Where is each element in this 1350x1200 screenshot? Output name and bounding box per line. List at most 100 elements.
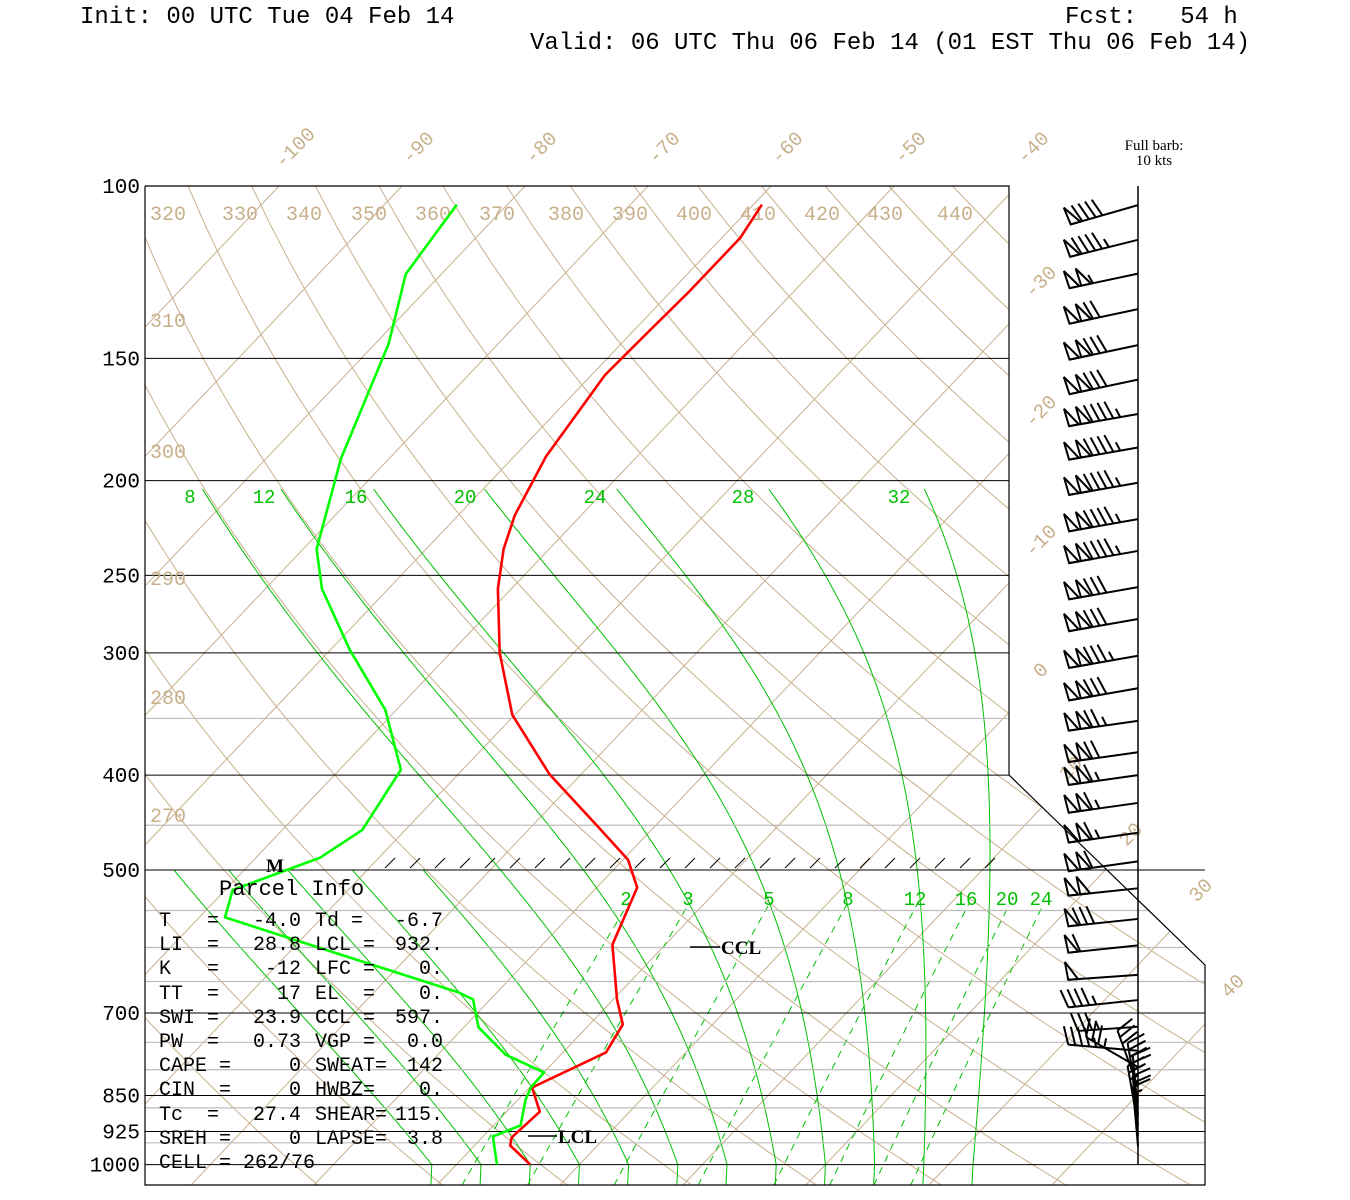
dry-adiabat-label: 360	[415, 204, 451, 227]
barb-pennant	[1074, 680, 1093, 700]
isotherm-line	[145, 186, 526, 1185]
wind-barb	[1063, 708, 1139, 732]
wind-barb	[1063, 961, 1139, 981]
barb-full	[1103, 506, 1115, 524]
dry-adiabat-label: 390	[612, 204, 648, 227]
barb-pennant	[1062, 376, 1082, 396]
wind-barb	[1063, 676, 1139, 702]
dry-adiabat-line	[314, 186, 1205, 1185]
dry-adiabat-line	[145, 186, 1067, 1185]
tropopause-hatch-mark	[709, 857, 721, 869]
parcel-info-row: CAPE = 0 SWEAT= 142	[159, 1055, 459, 1079]
temperature-trace	[496, 203, 763, 1166]
barb-full	[1083, 709, 1094, 728]
wind-barb	[1063, 538, 1139, 565]
parcel-value: 0.0	[406, 1031, 443, 1054]
barb-pennant	[1075, 765, 1093, 785]
mixing-ratio-line	[526, 902, 690, 1185]
dry-adiabat-label: 370	[479, 204, 515, 227]
tropopause-hatch-mark	[734, 857, 746, 869]
barb-pennant	[1074, 542, 1093, 563]
barb-full	[1089, 403, 1101, 422]
isotherm-label: -100	[271, 124, 321, 174]
barb-pennant	[1063, 613, 1081, 633]
parcel-label: HWBZ=	[315, 1079, 376, 1103]
barb-pennant	[1074, 611, 1093, 631]
barb-full	[1082, 609, 1094, 628]
barb-pennant	[1074, 439, 1093, 459]
dry-adiabat-label: 400	[676, 204, 712, 227]
mixing-ratio-label: 16	[955, 889, 978, 911]
moist-adiabat-line	[280, 488, 728, 1185]
barb-full	[1096, 471, 1108, 489]
barb-pennant	[1074, 267, 1094, 287]
barb-full	[1071, 933, 1082, 952]
tropopause-hatch-mark	[909, 857, 921, 869]
parcel-info-row: SWI = 23.9 CCL = 597.	[159, 1007, 459, 1031]
barb-full	[1083, 850, 1094, 869]
parcel-value: 28.8	[252, 934, 301, 958]
dry-adiabat-line	[145, 186, 693, 1185]
pressure-label: 100	[102, 177, 140, 200]
barb-pennant	[1074, 579, 1093, 599]
pressure-label: 1000	[90, 1156, 140, 1179]
wind-barb	[1063, 791, 1139, 814]
dry-adiabat-line	[251, 186, 1205, 1185]
mixing-ratio-label: 12	[904, 889, 927, 911]
mixing-ratio-line	[773, 902, 919, 1185]
moist-adiabat-label: 28	[732, 487, 755, 509]
barb-pennant	[1075, 710, 1093, 731]
parcel-value: 0.	[418, 982, 443, 1006]
parcel-info-row: Tc = 27.4 SHEAR= 115.	[159, 1104, 459, 1128]
tropopause-hatch-mark	[759, 857, 771, 869]
barb-pennant	[1075, 822, 1093, 842]
tropopause-hatch-mark	[409, 857, 421, 869]
parcel-label: SWI =	[159, 1006, 220, 1030]
barb-full	[1089, 608, 1101, 627]
barb-shaft	[1068, 973, 1139, 981]
parcel-label: T =	[159, 910, 220, 933]
mixing-ratio-label: 8	[842, 889, 853, 911]
barb-pennant	[1063, 934, 1081, 954]
wind-barb	[1063, 740, 1139, 764]
parcel-value: 597.	[394, 1006, 443, 1030]
barb-full	[1096, 334, 1108, 353]
parcel-label: K =	[159, 958, 220, 982]
barb-half	[1094, 829, 1101, 839]
valid-time: Valid: 06 UTC Thu 06 Feb 14 (01 EST Thu …	[530, 30, 1251, 57]
sounding-traces	[223, 203, 763, 1166]
isotherm-label: -70	[644, 128, 686, 170]
parcel-value: 0.	[418, 1079, 443, 1103]
tropopause-hatch-mark	[809, 857, 821, 869]
tropopause-hatch-mark	[459, 857, 471, 869]
moist-adiabat-line	[616, 488, 876, 1185]
tropopause-hatch-mark	[659, 857, 671, 869]
barb-shaft	[1131, 1086, 1139, 1147]
barb-full	[1082, 372, 1094, 390]
barb-pennant	[1062, 239, 1082, 258]
barb-full	[1096, 575, 1108, 594]
tropopause-hatch-mark	[609, 857, 621, 869]
barb-pennant	[1063, 545, 1081, 565]
moist-adiabat-label: 20	[454, 487, 477, 509]
barb-half	[1114, 477, 1122, 487]
barb-pennant	[1063, 408, 1081, 428]
parcel-label: SHEAR=	[315, 1103, 388, 1127]
isotherm-line	[805, 186, 1205, 1185]
parcel-label: CAPE =	[159, 1055, 232, 1079]
tropopause-hatch-mark	[984, 857, 996, 869]
barb-full	[1132, 1078, 1151, 1088]
dry-adiabat-line	[506, 186, 1205, 1185]
dry-adiabat-label: 430	[867, 204, 903, 227]
moist-adiabat-line	[768, 488, 927, 1185]
barb-full	[1089, 645, 1101, 663]
barb-full	[1089, 677, 1101, 696]
barb-full	[1132, 1074, 1152, 1084]
mixing-ratio-line	[829, 902, 970, 1185]
barb-full	[1096, 402, 1108, 421]
pressure-label: 250	[102, 566, 140, 589]
barb-shaft	[1068, 999, 1139, 1009]
barb-pennant	[1063, 961, 1081, 981]
barb-full	[1096, 369, 1108, 387]
